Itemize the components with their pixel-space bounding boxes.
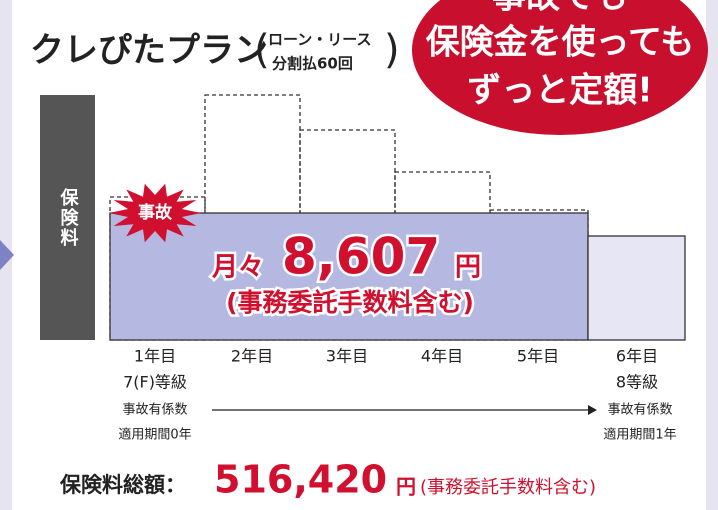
- banner: [412, 0, 708, 135]
- coefficient: 適用期間1年: [603, 427, 676, 443]
- total-amount: 516,420: [214, 458, 387, 502]
- paren: (: [254, 27, 270, 73]
- year-label: 3年目: [326, 347, 368, 366]
- premium-label: 保険料: [40, 95, 95, 340]
- total-unit: 円: [396, 475, 416, 499]
- arrow-head: [588, 405, 597, 415]
- coefficient: 適用期間0年: [118, 427, 191, 443]
- year-label: 2年目: [231, 347, 273, 366]
- total-label: 保険料総額：: [59, 473, 186, 497]
- banner-line: 保険金を使っても: [426, 23, 695, 63]
- year-label: 6年目: [616, 347, 658, 366]
- paren: ): [384, 27, 400, 73]
- coefficient: 事故有係数: [607, 403, 672, 418]
- logo: クレぴたプラン: [30, 31, 268, 71]
- monthly-note: (事務委託手数料含む): [226, 288, 474, 317]
- banner-line: ずっと定額!: [467, 71, 653, 111]
- grade: 7(F)等級: [123, 373, 187, 392]
- year6-premium: [587, 235, 686, 341]
- arrow-tab: [0, 240, 14, 270]
- logo-note: 分割払60回: [272, 55, 353, 73]
- monthly-amount: 8,607: [282, 228, 440, 286]
- burst: [109, 183, 201, 243]
- total-note: (事務委託手数料含む): [420, 477, 596, 498]
- year-label: 4年目: [421, 347, 463, 366]
- monthly-unit: 円: [455, 253, 481, 283]
- logo-note: ローン・リース: [268, 31, 372, 49]
- banner-line: 事故でも: [492, 0, 628, 17]
- grade: 8等級: [616, 373, 658, 392]
- accident: 事故: [138, 202, 173, 223]
- monthly-prefix: 月々: [211, 253, 264, 283]
- coefficient: 事故有係数: [122, 403, 187, 418]
- year-label: 5年目: [517, 347, 559, 366]
- year-label: 1年目: [134, 347, 176, 366]
